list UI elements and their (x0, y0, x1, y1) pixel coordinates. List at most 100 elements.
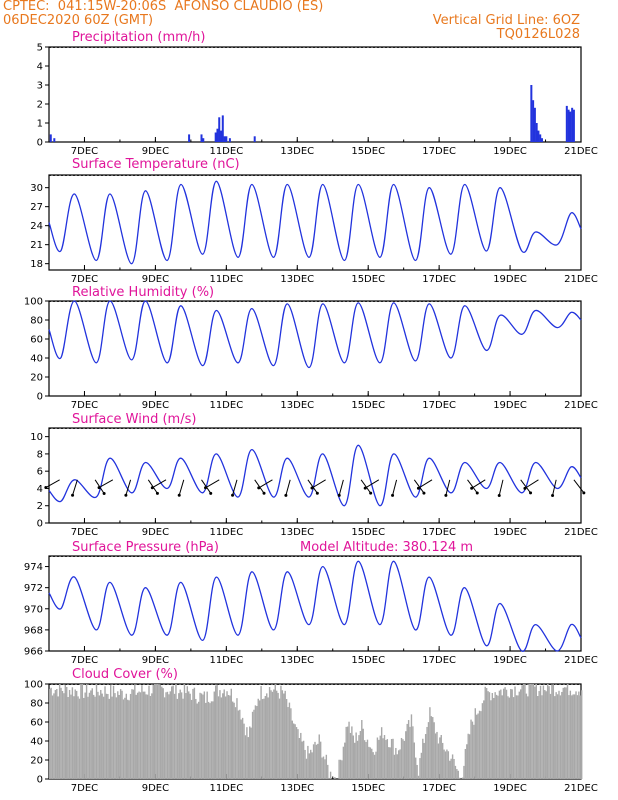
wind-arrow-head (551, 493, 555, 497)
precip-bar (565, 105, 568, 142)
wind-arrow-head (337, 493, 341, 497)
cloud-bar (220, 697, 223, 779)
cloud-bar (294, 724, 296, 779)
cloud-bar (118, 694, 120, 779)
precip-bar (53, 138, 56, 142)
cloud-bar (192, 688, 194, 779)
wind-arrow-head (209, 491, 213, 495)
cloud-bar (432, 717, 434, 779)
cloud-bar (203, 691, 206, 779)
precip-bar (221, 115, 224, 142)
wind-arrow-shaft (311, 479, 326, 489)
cloud-bar (551, 684, 553, 779)
cloud-bar (555, 692, 557, 779)
cloud-bar (183, 684, 186, 779)
cloud-bar (230, 688, 232, 779)
cloud-bar (112, 685, 115, 779)
cloud-bar (57, 696, 59, 779)
wind-arrow-head (529, 491, 533, 495)
cloud-bar (271, 691, 274, 779)
wind-arrow-shaft (413, 479, 425, 494)
cloud-bar (273, 689, 275, 779)
wind-arrow-shaft (467, 479, 478, 494)
cloud-bar (515, 695, 518, 779)
cloud-bar (356, 740, 359, 779)
cloud-bar (247, 737, 250, 779)
x-tick-label: 21DEC (564, 146, 598, 157)
wind-arrow-shaft (205, 479, 220, 489)
x-tick-label: 11DEC (209, 527, 243, 538)
x-tick-label: 15DEC (351, 400, 385, 411)
cloud-bar (501, 695, 503, 779)
wind-arrow-shaft (152, 479, 167, 489)
cloud-bar (444, 751, 447, 779)
wind-arrow-head (177, 493, 181, 497)
x-tick-label: 13DEC (280, 655, 314, 666)
cloud-bar (372, 752, 374, 779)
panel-frame (48, 427, 582, 524)
x-tick-label: 21DEC (564, 655, 598, 666)
cloud-bar (485, 687, 488, 779)
cloud-bar (251, 711, 254, 779)
cloud-bar (312, 744, 315, 779)
cloud-bar (525, 693, 528, 779)
cloud-bar (155, 684, 157, 779)
header-station-line: CPTEC: 041:15W-20:06S AFONSO CLAUDIO (ES… (3, 0, 324, 14)
cloud-bar (138, 691, 140, 779)
cloud-bar (321, 757, 323, 779)
cloud-bar (500, 689, 502, 779)
cloud-bar (572, 694, 574, 779)
cloud-bar (297, 729, 299, 779)
wind-arrow-shaft (418, 479, 433, 489)
cloud-bar (581, 690, 583, 779)
cloud-bar (429, 707, 431, 779)
cloud-bar (483, 700, 485, 779)
wind-arrow-head (470, 486, 474, 490)
cloud-bar (443, 749, 445, 779)
header-grid-line-note: Vertical Grid Line: 6OZ (432, 13, 580, 28)
panel-6: Cloud Cover (%) 100 80 60 40 20 0 7DEC 9DEC 11DEC… (24, 667, 598, 794)
y-tick-label: 5 (37, 43, 43, 54)
cloud-bar (339, 759, 342, 779)
cloud-bar (134, 684, 136, 779)
x-tick-label: 11DEC (209, 783, 243, 794)
cloud-bar (275, 690, 278, 779)
cloud-bar (548, 686, 550, 779)
cloud-bar (476, 714, 478, 779)
cloud-bar (281, 690, 284, 779)
cloud-bar (209, 703, 211, 779)
panel-5: Surface Pressure (hPa) Model Altitude: 38… (24, 540, 598, 666)
wind-arrow-head (391, 493, 395, 497)
wind-arrow-shaft (573, 479, 585, 494)
cloud-bar (310, 749, 312, 779)
cloud-bar (237, 710, 240, 779)
wind-arrow-shaft (360, 479, 372, 494)
cloud-bar (219, 690, 221, 779)
panel-frame (48, 555, 582, 652)
x-tick-label: 17DEC (422, 783, 456, 794)
cloud-bar (437, 743, 440, 779)
cloud-bar (268, 687, 271, 779)
wind-arrow-head (71, 493, 75, 497)
cloud-bar (325, 754, 328, 779)
x-tick-label: 17DEC (422, 400, 456, 411)
cloud-bar (569, 690, 572, 779)
x-tick-label: 13DEC (280, 400, 314, 411)
panel-annotation: Model Altitude: 380.124 m (300, 540, 473, 555)
cloud-bar (521, 685, 523, 779)
cloud-bar (222, 693, 224, 779)
cloud-bar (322, 756, 325, 779)
cloud-bar (545, 691, 547, 779)
cloud-bar (117, 691, 119, 779)
x-tick-label: 17DEC (422, 655, 456, 666)
precip-bar (214, 132, 217, 142)
x-tick-label: 7DEC (71, 783, 98, 794)
cloud-bar (104, 686, 106, 779)
x-tick-label: 17DEC (422, 146, 456, 157)
y-tick-label: 4 (37, 62, 43, 73)
cloud-bar (531, 684, 533, 779)
wind-arrow-head (523, 486, 527, 490)
x-tick-label: 15DEC (351, 655, 385, 666)
cloud-bar (121, 690, 123, 779)
cloud-bar (49, 688, 51, 779)
